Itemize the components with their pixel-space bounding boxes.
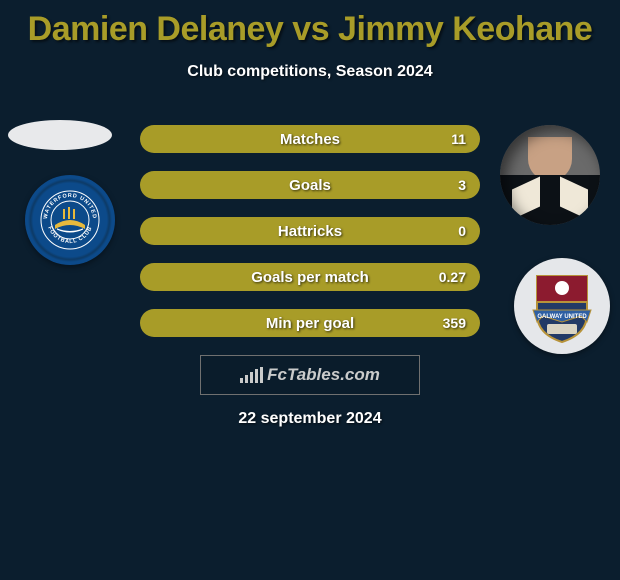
stat-row: Goals per match 0.27 [140, 263, 480, 291]
stats-panel: Matches 11 Goals 3 Hattricks 0 Goals per… [140, 125, 480, 355]
date: 22 september 2024 [0, 410, 620, 428]
stat-row: Hattricks 0 [140, 217, 480, 245]
svg-text:GALWAY UNITED: GALWAY UNITED [537, 314, 587, 320]
watermark-text: FcTables.com [267, 365, 380, 385]
player-avatar-right [500, 125, 600, 225]
stat-label: Goals per match [251, 269, 369, 286]
stat-value-right: 0.27 [439, 269, 466, 285]
stat-row: Min per goal 359 [140, 309, 480, 337]
stat-value-right: 359 [443, 315, 466, 331]
player-avatar-left [8, 120, 112, 150]
stat-label: Min per goal [266, 315, 354, 332]
stat-label: Matches [280, 131, 340, 148]
stat-row: Matches 11 [140, 125, 480, 153]
stat-value-right: 11 [451, 131, 466, 147]
bar-chart-icon [240, 367, 263, 383]
club-badge-right: GALWAY UNITED [514, 258, 610, 354]
comparison-title: Damien Delaney vs Jimmy Keohane [0, 0, 620, 49]
stat-value-right: 3 [458, 177, 466, 193]
watermark-box: FcTables.com [200, 355, 420, 395]
stat-value-right: 0 [458, 223, 466, 239]
stat-row: Goals 3 [140, 171, 480, 199]
stat-label: Goals [289, 177, 331, 194]
watermark: FcTables.com [240, 365, 380, 385]
stat-label: Hattricks [278, 223, 342, 240]
club-badge-left: WATERFORD UNITED FOOTBALL CLUB [25, 175, 115, 265]
subtitle: Club competitions, Season 2024 [0, 63, 620, 81]
